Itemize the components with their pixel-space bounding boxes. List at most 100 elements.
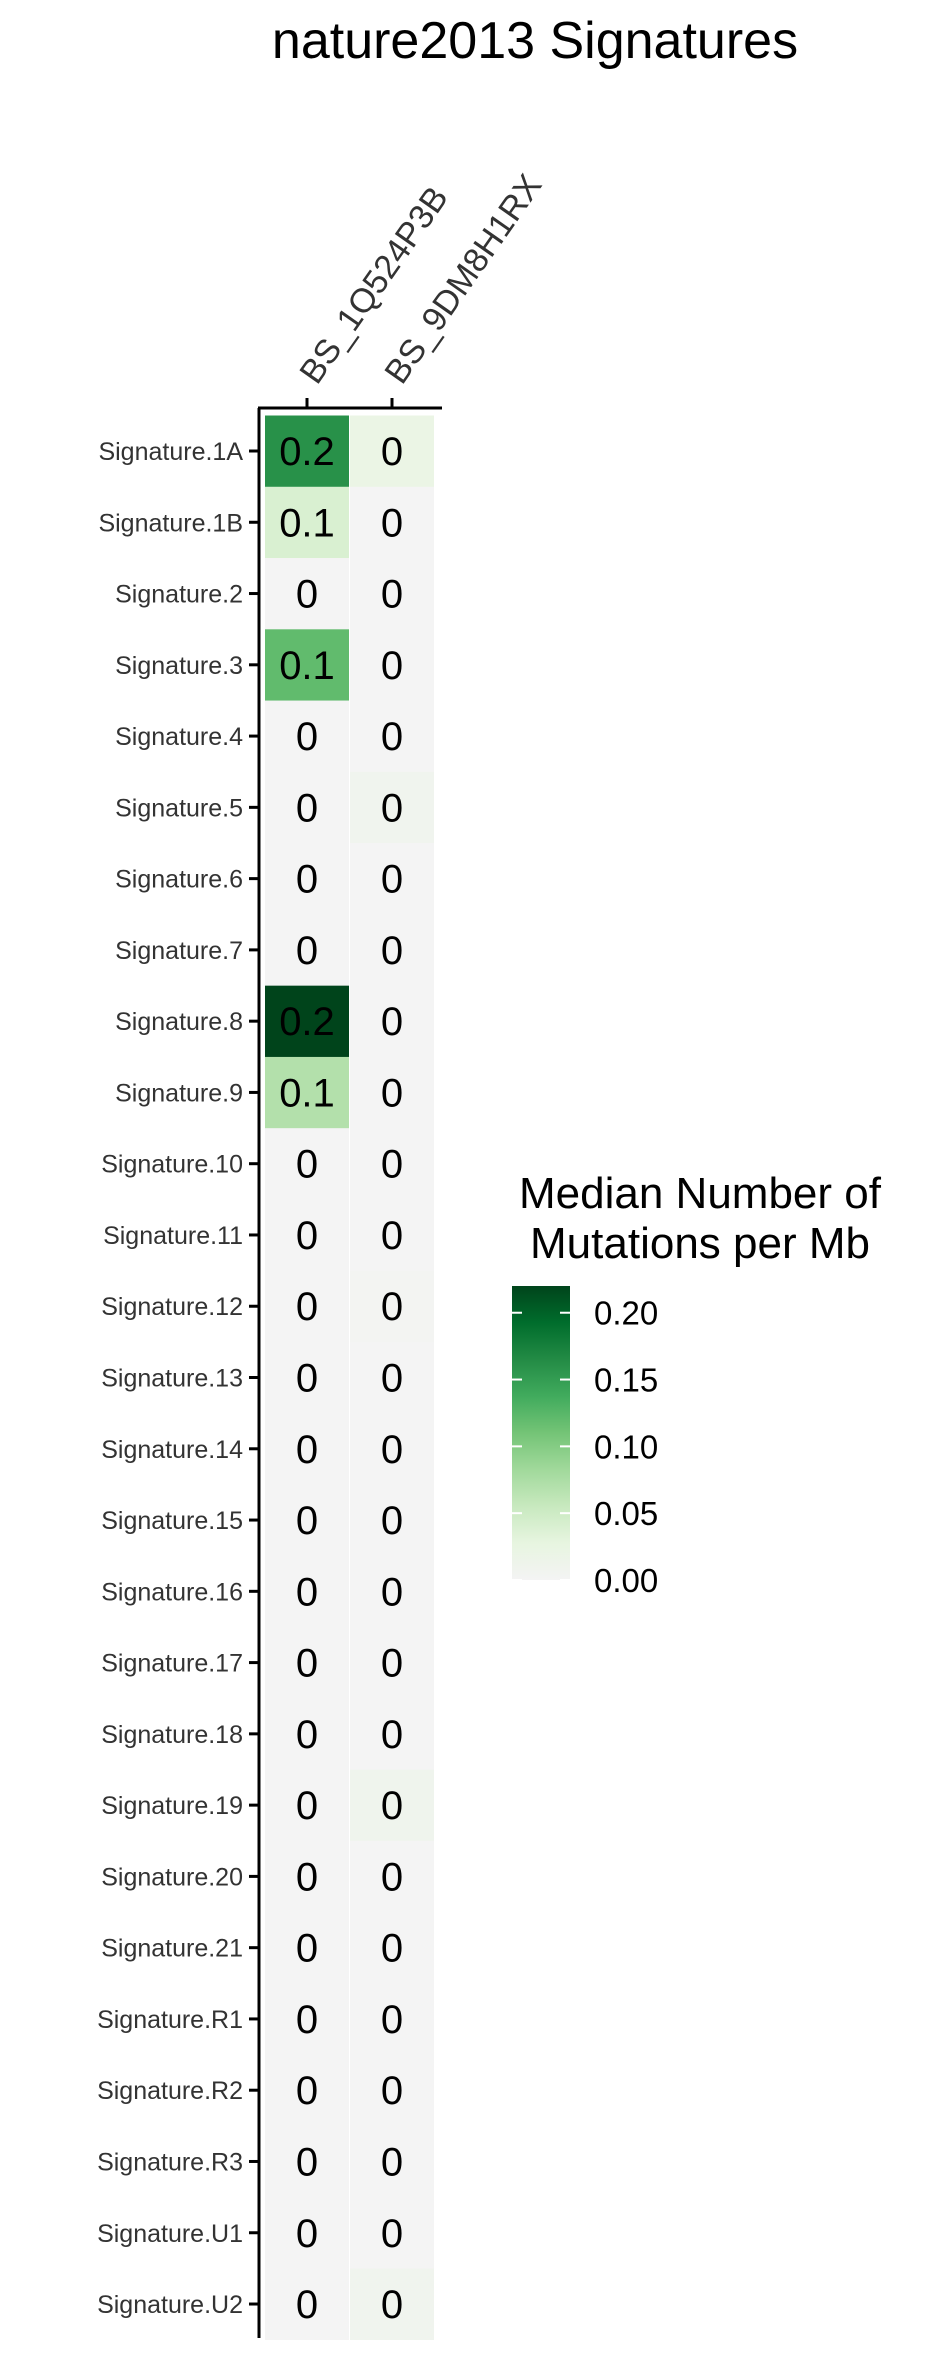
legend-title-line-2: Mutations per Mb xyxy=(530,1219,870,1268)
cell-value-label: 0 xyxy=(296,1642,318,1686)
cell-value-label: 0 xyxy=(381,786,403,830)
row-label: Signature.R2 xyxy=(97,2077,243,2105)
cell-value-label: 0 xyxy=(381,1642,403,1686)
cell-value-label: 0 xyxy=(381,1998,403,2042)
heatmap-cell xyxy=(265,629,349,701)
heatmap-cell xyxy=(265,1128,349,1200)
heatmap-cell xyxy=(265,415,349,487)
cell-value-label: 0 xyxy=(296,715,318,759)
heatmap-cell xyxy=(265,1056,349,1129)
cell-value-label: 0 xyxy=(296,786,318,830)
heatmap-cell xyxy=(350,1698,434,1770)
cell-value-label: 0 xyxy=(381,1143,403,1187)
heatmap-cell xyxy=(265,1912,349,1984)
chart-title: nature2013 Signatures xyxy=(272,12,798,70)
heatmap-cell xyxy=(265,1983,349,2055)
heatmap-cell xyxy=(265,2125,349,2198)
heatmap-cell xyxy=(265,1627,349,1699)
heatmap-cell xyxy=(265,700,349,773)
heatmap-cell xyxy=(350,558,434,630)
cell-value-label: 0 xyxy=(296,2212,318,2256)
heatmap-cell xyxy=(265,1270,349,1343)
legend-tick-label: 0.10 xyxy=(594,1428,658,1465)
cell-value-label: 0 xyxy=(296,929,318,973)
row-label: Signature.5 xyxy=(115,794,243,822)
heatmap-cell xyxy=(265,843,349,915)
row-label: Signature.2 xyxy=(115,581,243,609)
cell-value-label: 0 xyxy=(296,1143,318,1187)
cell-value-label: 0 xyxy=(381,1428,403,1472)
cell-value-label: 0 xyxy=(381,1927,403,1971)
row-label: Signature.1A xyxy=(98,438,243,466)
row-label: Signature.10 xyxy=(101,1151,243,1179)
heatmap-cell xyxy=(265,2197,349,2269)
cell-value-label: 0 xyxy=(296,2140,318,2184)
cell-value-label: 0 xyxy=(381,1071,403,1115)
legend-tick-label: 0.20 xyxy=(594,1295,658,1332)
heatmap-cell xyxy=(265,914,349,986)
row-labels: Signature.1A Signature.1B Signature.2 Signa… xyxy=(97,438,243,2319)
cell-value-label: 0 xyxy=(296,1713,318,1757)
cell-value-label: 0.1 xyxy=(279,644,335,688)
heatmap-cell xyxy=(265,1342,349,1414)
cell-value-label: 0 xyxy=(381,1357,403,1401)
row-label: Signature.11 xyxy=(103,1222,243,1250)
row-label: Signature.U2 xyxy=(97,2291,243,2319)
row-label: Signature.20 xyxy=(101,1863,243,1891)
row-label: Signature.15 xyxy=(101,1507,243,1535)
row-label: Signature.4 xyxy=(115,723,243,751)
cell-value-label: 0 xyxy=(296,1499,318,1543)
cell-value-label: 0 xyxy=(381,1855,403,1899)
heatmap-cell xyxy=(265,558,349,630)
row-label: Signature.19 xyxy=(101,1792,243,1820)
cell-value-label: 0 xyxy=(381,573,403,617)
heatmap-cell xyxy=(350,1983,434,2055)
cell-value-label: 0.1 xyxy=(279,501,335,545)
cell-value-label: 0 xyxy=(381,2140,403,2184)
row-label: Signature.18 xyxy=(101,1721,243,1749)
row-label: Signature.1B xyxy=(98,509,243,537)
cell-value-label: 0 xyxy=(296,1214,318,1258)
heatmap-cell xyxy=(265,1484,349,1557)
heatmap-cell xyxy=(350,1627,434,1699)
heatmap-cell xyxy=(350,843,434,915)
cell-value-label: 0 xyxy=(381,1000,403,1044)
row-label: Signature.R1 xyxy=(97,2006,243,2034)
heatmap-cell xyxy=(350,1769,434,1842)
heatmap-cell xyxy=(350,1270,434,1343)
heatmap-cell xyxy=(350,2268,434,2341)
column-label: BS_9DM8H1RX xyxy=(377,168,549,391)
cell-value-label: 0 xyxy=(381,929,403,973)
cell-value-label: 0 xyxy=(381,1499,403,1543)
heatmap-cell xyxy=(350,1199,434,1271)
heatmap-cell xyxy=(350,1555,434,1628)
heatmap-cell xyxy=(350,2197,434,2269)
legend-title-line-1: Median Number of xyxy=(519,1169,882,1218)
row-label: Signature.17 xyxy=(101,1650,243,1678)
cell-value-label: 0 xyxy=(296,1998,318,2042)
color-legend: Median Number of Mutations per Mb 0.000.… xyxy=(512,1169,882,1599)
row-label: Signature.12 xyxy=(101,1293,243,1321)
cell-value-label: 0 xyxy=(381,858,403,902)
column-label: BS_1Q524P3B xyxy=(292,180,455,391)
heatmap-cell xyxy=(350,1912,434,1984)
row-label: Signature.14 xyxy=(101,1436,243,1464)
legend-tick-label: 0.05 xyxy=(594,1495,658,1532)
cell-value-label: 0 xyxy=(296,1285,318,1329)
cell-value-label: 0.2 xyxy=(279,1000,335,1044)
cell-value-label: 0 xyxy=(296,1357,318,1401)
cell-value-label: 0 xyxy=(381,430,403,474)
heatmap-cell xyxy=(350,771,434,844)
row-label: Signature.13 xyxy=(101,1365,243,1393)
legend-ticks: 0.00 0.05 0.10 0.15 0.20 xyxy=(512,1295,658,1599)
heatmap-cell xyxy=(265,486,349,559)
row-label: Signature.R3 xyxy=(97,2148,243,2176)
heatmap-cell xyxy=(350,2125,434,2198)
column-ticks xyxy=(305,398,394,408)
row-label: Signature.9 xyxy=(115,1079,243,1107)
heatmap-cell xyxy=(350,486,434,559)
row-label: Signature.21 xyxy=(101,1935,243,1963)
cell-value-label: 0 xyxy=(381,644,403,688)
cell-value-label: 0.1 xyxy=(279,1071,335,1115)
cell-value-label: 0 xyxy=(296,1784,318,1828)
